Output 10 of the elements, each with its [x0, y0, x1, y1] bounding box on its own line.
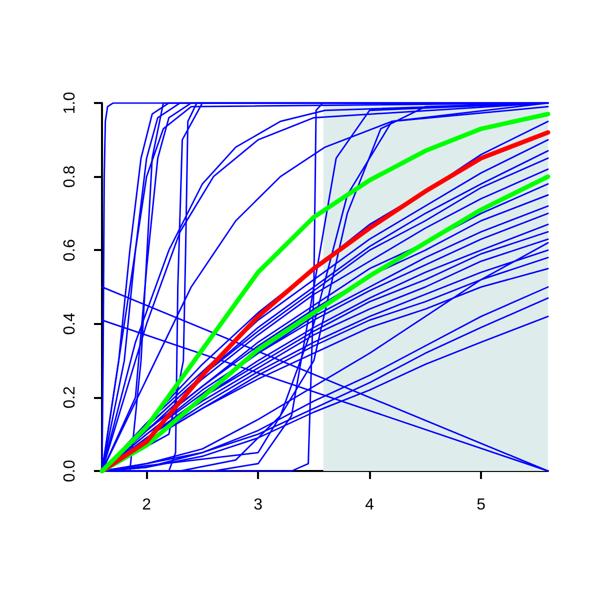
x-tick-label: 2 — [142, 496, 152, 514]
y-tick-label: 0.0 — [62, 460, 78, 482]
y-tick-label: 0.6 — [62, 238, 78, 262]
y-tick-label: 0.4 — [62, 312, 78, 335]
y-tick-label: 0.2 — [62, 386, 78, 409]
x-tick-label: 4 — [365, 496, 374, 514]
y-tick-label: 0.8 — [62, 165, 78, 188]
x-tick-label: 5 — [476, 496, 486, 514]
y-tick-label: 1.0 — [62, 92, 78, 114]
x-tick-label: 3 — [254, 496, 263, 514]
